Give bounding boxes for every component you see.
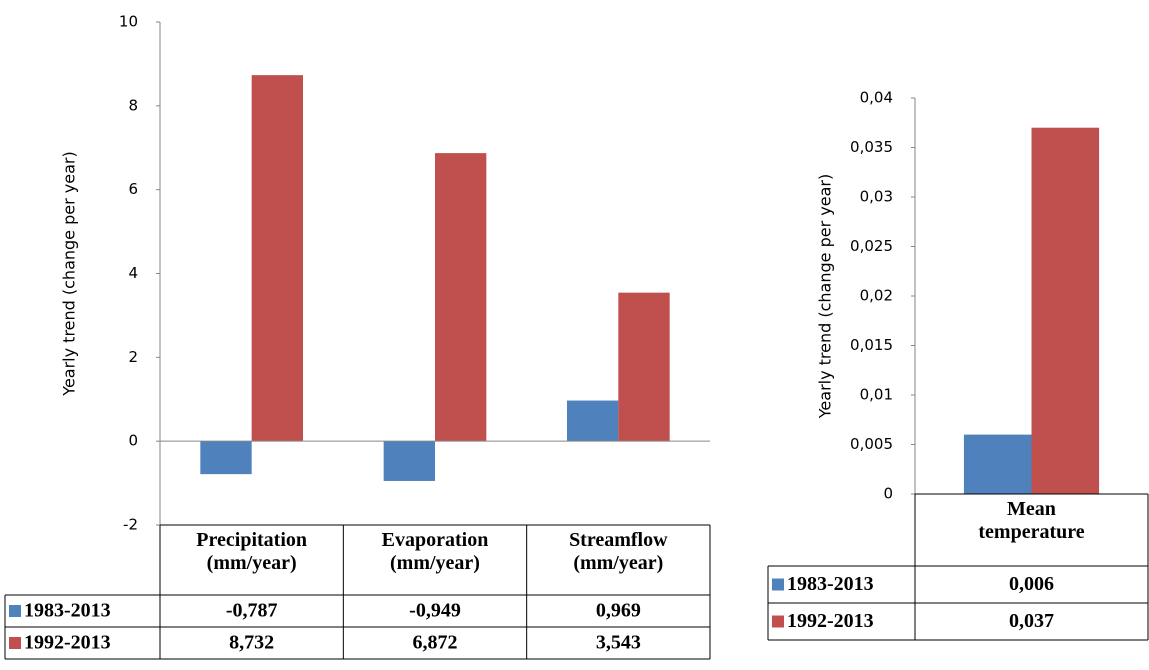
y-tick-label: 0 [883, 485, 893, 503]
legend-key [9, 637, 21, 649]
y-axis-title: Yearly trend (change per year) [816, 174, 835, 419]
value-label: 8,732 [229, 632, 274, 654]
legend-label: 1983-2013 [787, 573, 874, 595]
value-label: 3,543 [596, 632, 641, 654]
y-tick-label: 0,02 [860, 287, 893, 305]
y-tick-label: 0 [128, 432, 138, 450]
value-label: -0,787 [226, 600, 278, 622]
y-tick-label: 0,035 [850, 138, 893, 156]
legend-label: 1992-2013 [787, 610, 874, 632]
y-tick-label: -2 [123, 516, 138, 534]
value-label: 0,037 [1009, 610, 1054, 632]
y-tick-label: 0,025 [850, 237, 893, 255]
y-tick-label: 2 [128, 348, 138, 366]
value-label: -0,949 [409, 600, 461, 622]
category-cell: Precipitation (mm/year) [196, 529, 308, 574]
bar [200, 441, 252, 475]
category-cell: Evaporation (mm/year) [381, 529, 489, 574]
bar [963, 434, 1032, 494]
y-tick-label: 4 [128, 264, 138, 282]
legend-label: 1983-2013 [24, 600, 111, 622]
y-tick-label: 0,03 [860, 188, 893, 206]
bar [618, 292, 670, 442]
y-tick-label: 0,015 [850, 336, 893, 354]
category-cell: Streamflow (mm/year) [569, 529, 668, 574]
value-label: 6,872 [413, 632, 458, 654]
category-cell: Mean temperature [978, 498, 1085, 543]
x-tick-label: Evaporation (mm/year) [381, 529, 489, 574]
bar [567, 400, 619, 442]
y-axis-title: Yearly trend (change per year) [60, 151, 79, 396]
bar [251, 75, 303, 442]
y-tick-label: 6 [128, 180, 138, 198]
bar [435, 153, 487, 442]
legend-label: 1992-2013 [24, 632, 111, 654]
bar [1031, 127, 1100, 494]
x-tick-label: Precipitation (mm/year) [196, 529, 308, 574]
value-label: 0,969 [596, 600, 641, 622]
y-tick-label: 0,005 [850, 435, 893, 453]
y-tick-label: 0,04 [860, 89, 893, 107]
bar [383, 441, 435, 481]
legend-key [772, 578, 784, 591]
y-tick-label: 8 [128, 96, 138, 114]
legend-key [772, 615, 784, 628]
legend-key [9, 605, 21, 617]
y-tick-label: 0,01 [860, 386, 893, 404]
x-tick-label: Streamflow (mm/year) [569, 529, 668, 574]
x-tick-label: Mean temperature [978, 498, 1085, 543]
y-tick-label: 10 [119, 13, 138, 31]
value-label: 0,006 [1009, 573, 1054, 595]
